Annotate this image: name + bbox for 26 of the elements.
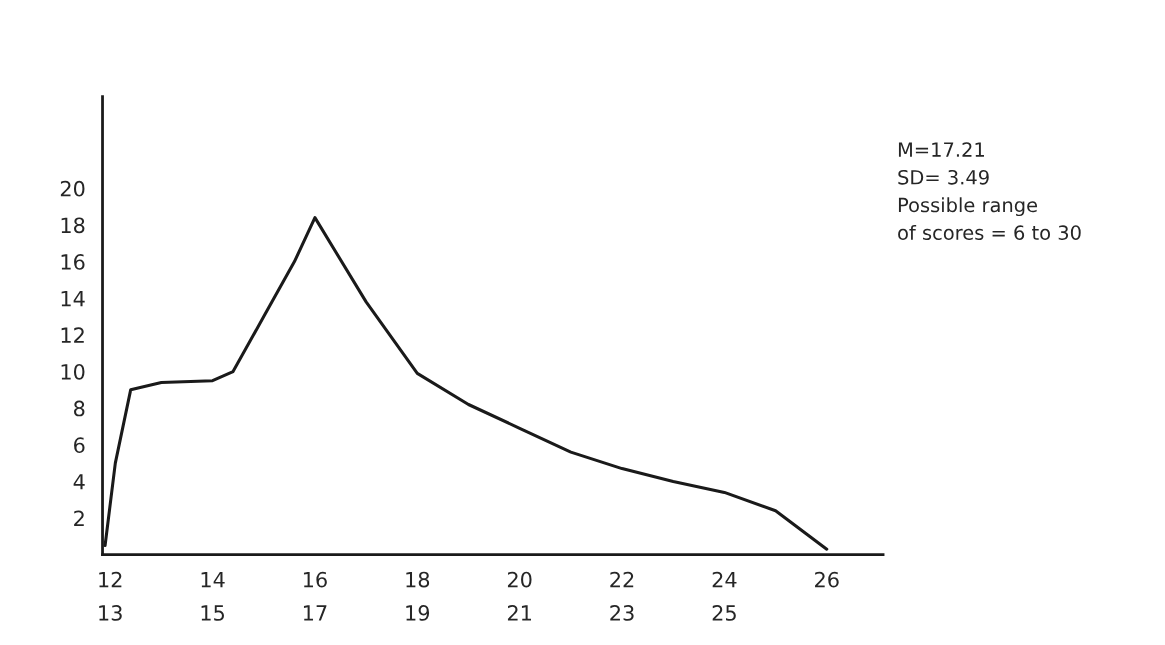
y-tick-label: 12: [61, 327, 84, 343]
x2-tick-label: 13: [99, 605, 122, 621]
y-tick-label: 14: [61, 290, 85, 307]
y-tick-label: 20: [60, 180, 85, 197]
x-tick-label: 18: [406, 571, 430, 588]
x-tick-label: 24: [712, 571, 737, 588]
x2-tick-label: 15: [201, 605, 224, 621]
y-tick-label: 18: [61, 217, 85, 234]
x-tick-label: 22: [610, 571, 634, 588]
y-tick-label: 8: [74, 400, 85, 417]
x-tick-label: 26: [815, 571, 839, 588]
x2-tick-label: 19: [406, 605, 430, 621]
x-tick-label: 16: [303, 571, 327, 588]
text: M=17.21 SD= 3.49 Possible range of scores = 6 to 30: [898, 142, 1081, 240]
x2-tick-label: 23: [610, 605, 634, 621]
x-tick-label: 14: [201, 572, 225, 588]
x-tick-label: 20: [507, 571, 532, 588]
y-tick-label: 16: [61, 254, 85, 270]
x2-tick-label: 25: [712, 605, 736, 621]
y-tick-label: 6: [74, 437, 85, 453]
x2-tick-label: 17: [303, 605, 327, 621]
x-tick-label: 12: [99, 571, 122, 588]
x2-tick-label: 21: [507, 605, 531, 621]
y-tick-label: 2: [74, 510, 84, 526]
y-tick-label: 4: [73, 474, 85, 490]
y-tick-label: 10: [61, 363, 85, 380]
